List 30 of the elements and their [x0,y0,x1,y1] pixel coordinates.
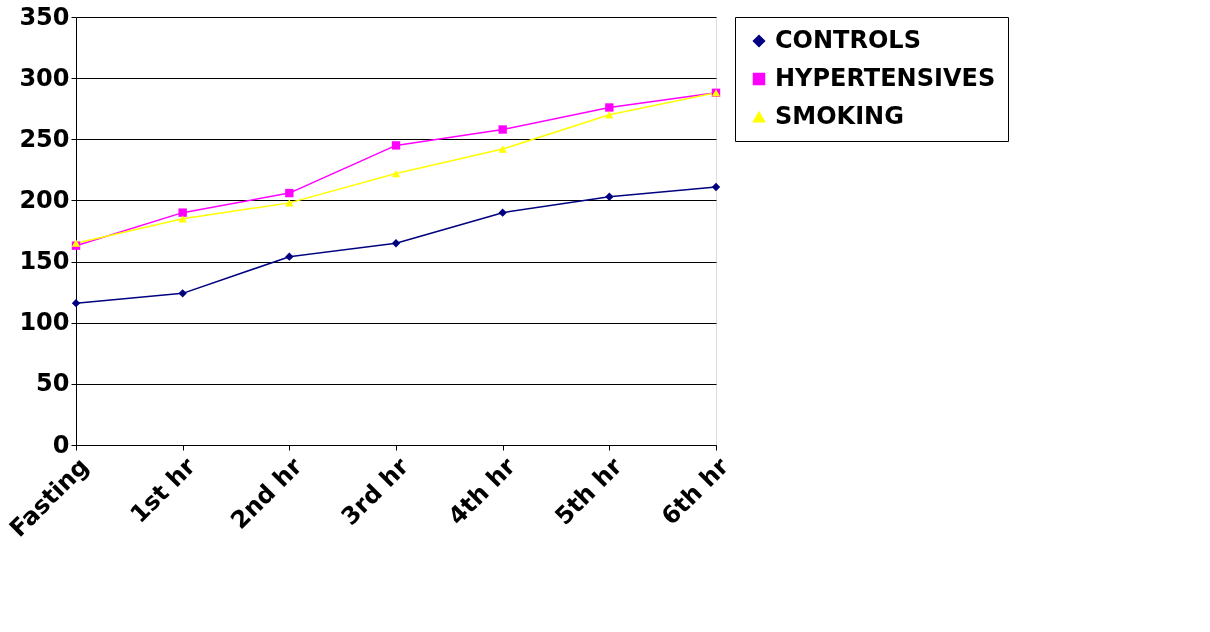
point [605,103,614,112]
point [711,182,721,192]
legend-label: SMOKING [775,102,904,130]
point [498,208,507,217]
y-tick-label: 300 [19,63,70,92]
point [178,215,187,223]
legend-label: HYPERTENSIVES [775,64,996,92]
x-tick-label: 1st hr [124,452,201,529]
y-tick-label: 100 [19,308,70,337]
y-tick-label: 50 [36,369,70,398]
point [285,188,294,198]
y-tick-label: 200 [19,185,70,214]
point [498,125,507,134]
point [391,239,401,248]
x-tick-label: 6th hr [656,452,735,531]
y-tick-label: 250 [19,124,70,153]
point [71,298,81,308]
point [391,169,401,178]
y-tick-label: 0 [52,430,70,459]
y-tick-label: 150 [19,247,70,276]
x-tick-label: 4th hr [442,452,521,531]
x-tick-label: 5th hr [549,452,628,531]
legend-label: CONTROLS [775,26,921,54]
point [178,289,187,298]
point [498,145,507,153]
point [391,141,401,150]
point [605,192,614,201]
point [285,252,294,261]
y-tick-label: 350 [19,2,70,31]
point [178,208,187,217]
